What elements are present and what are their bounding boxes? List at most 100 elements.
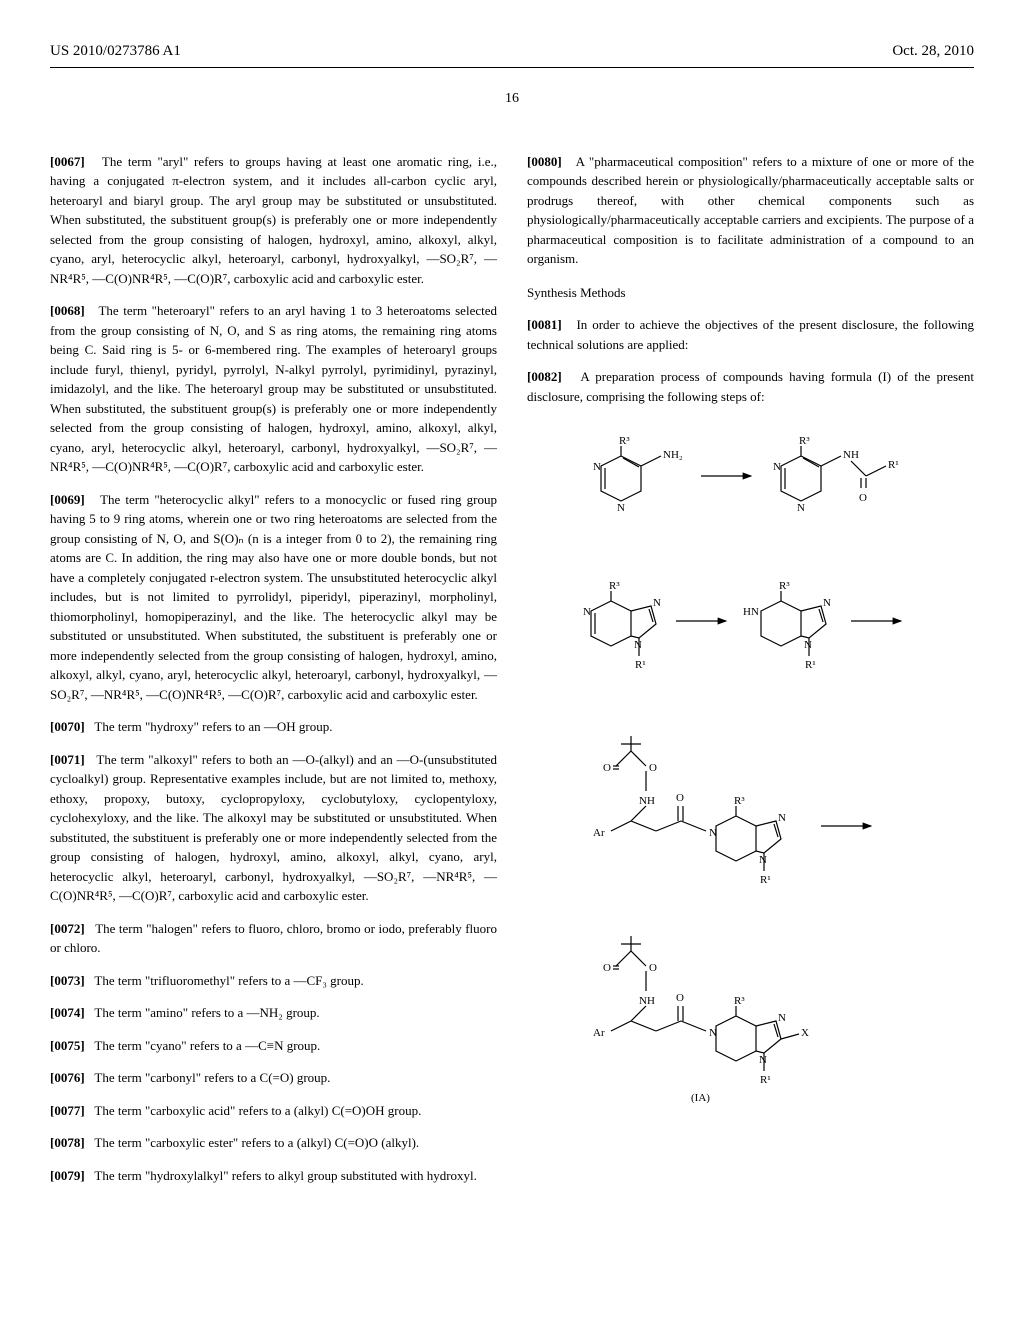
content-columns: [0067] The term "aryl" refers to groups … [50,139,974,1190]
paragraph-0077: [0077] The term "carboxylic acid" refers… [50,1101,497,1121]
para-text: The term "hydroxylalkyl" refers to alkyl… [94,1168,477,1183]
n-label: N [773,461,781,473]
r1-label: R¹ [888,459,899,471]
r1-label: R¹ [760,874,771,886]
nh-label: NH [639,795,655,807]
para-num: [0079] [50,1168,85,1183]
paragraph-0068: [0068] The term "heteroaryl" refers to a… [50,301,497,477]
o-label: O [649,962,657,974]
para-num: [0076] [50,1070,85,1085]
r3-label: R³ [734,995,745,1007]
para-text: The term "aryl" refers to groups having … [50,154,497,286]
ar-label: Ar [593,827,605,839]
chemical-scheme-1: R³ N N NH₂ R³ N N NH O R¹ [561,426,941,546]
paragraph-0076: [0076] The term "carbonyl" refers to a C… [50,1068,497,1088]
r3-label: R³ [779,580,790,592]
r3-label: R³ [609,580,620,592]
para-num: [0067] [50,154,85,169]
o-label: O [676,792,684,804]
para-text: The term "hydroxy" refers to an —OH grou… [94,719,332,734]
para-num: [0074] [50,1005,85,1020]
paragraph-0070: [0070] The term "hydroxy" refers to an —… [50,717,497,737]
page-number: 16 [50,88,974,109]
para-text: A preparation process of compounds havin… [527,369,974,404]
paragraph-0081: [0081] In order to achieve the objective… [527,315,974,354]
nh-label: NH [639,995,655,1007]
n-label: N [778,1012,786,1024]
formula-label: (IA) [691,1092,710,1104]
para-num: [0072] [50,921,85,936]
hn-label: HN [743,606,759,618]
n-label: N [823,597,831,609]
synthesis-heading: Synthesis Methods [527,283,974,303]
para-text: The term "cyano" refers to a —C≡N group. [94,1038,320,1053]
o-label: O [603,762,611,774]
para-num: [0073] [50,973,85,988]
right-column: [0080] A "pharmaceutical composition" re… [527,139,974,1190]
paragraph-0072: [0072] The term "halogen" refers to fluo… [50,919,497,958]
ar-label: Ar [593,1027,605,1039]
para-num: [0075] [50,1038,85,1053]
para-num: [0078] [50,1135,85,1150]
o-label: O [603,962,611,974]
para-num: [0081] [527,317,562,332]
paragraph-0071: [0071] The term "alkoxyl" refers to both… [50,750,497,906]
chemical-scheme-4: O O NH Ar O N R³ X N [561,916,941,1106]
paragraph-0069: [0069] The term "heterocyclic alkyl" ref… [50,490,497,705]
r1-label: R¹ [805,659,816,671]
chemical-scheme-2: R³ N N N R¹ R³ HN N N R¹ [561,566,941,696]
n-label: N [634,639,642,651]
n-label: N [653,597,661,609]
left-column: [0067] The term "aryl" refers to groups … [50,139,497,1190]
paragraph-0079: [0079] The term "hydroxylalkyl" refers t… [50,1166,497,1186]
paragraph-0080: [0080] A "pharmaceutical composition" re… [527,152,974,269]
o-label: O [859,492,867,504]
n-label: N [759,854,767,866]
para-text: The term "halogen" refers to fluoro, chl… [50,921,497,956]
para-text: In order to achieve the objectives of th… [527,317,974,352]
para-text: The term "alkoxyl" refers to both an —O-… [50,752,497,904]
n-label: N [804,639,812,651]
para-text: A "pharmaceutical composition" refers to… [527,154,974,267]
r3-label: R³ [619,435,630,447]
r3-label: R³ [734,795,745,807]
patent-date: Oct. 28, 2010 [892,40,974,63]
x-label: X [801,1027,809,1039]
paragraph-0073: [0073] The term "trifluoromethyl" refers… [50,971,497,991]
n-label: N [759,1054,767,1066]
para-text: The term "carbonyl" refers to a C(=O) gr… [94,1070,330,1085]
n-label: N [797,502,805,514]
para-num: [0070] [50,719,85,734]
para-text: The term "trifluoromethyl" refers to a —… [94,973,363,988]
para-num: [0077] [50,1103,85,1118]
n-label: N [617,502,625,514]
para-num: [0068] [50,303,85,318]
para-text: The term "heterocyclic alkyl" refers to … [50,492,497,702]
o-label: O [649,762,657,774]
r1-label: R¹ [760,1074,771,1086]
para-text: The term "carboxylic acid" refers to a (… [94,1103,421,1118]
r1-label: R¹ [635,659,646,671]
para-num: [0071] [50,752,85,767]
o-label: O [676,992,684,1004]
page-header: US 2010/0273786 A1 Oct. 28, 2010 [50,40,974,68]
n-label: N [593,461,601,473]
r3-label: R³ [799,435,810,447]
para-text: The term "carboxylic ester" refers to a … [94,1135,419,1150]
para-num: [0069] [50,492,85,507]
para-text: The term "heteroaryl" refers to an aryl … [50,303,497,474]
chemical-scheme-3: O O NH Ar O N R³ [561,716,941,896]
paragraph-0067: [0067] The term "aryl" refers to groups … [50,152,497,289]
para-text: The term "amino" refers to a —NH₂ group. [94,1005,319,1020]
nh2-label: NH₂ [663,449,683,461]
nh-label: NH [843,449,859,461]
para-num: [0080] [527,154,562,169]
paragraph-0075: [0075] The term "cyano" refers to a —C≡N… [50,1036,497,1056]
paragraph-0078: [0078] The term "carboxylic ester" refer… [50,1133,497,1153]
patent-id: US 2010/0273786 A1 [50,40,181,63]
n-label: N [583,606,591,618]
paragraph-0082: [0082] A preparation process of compound… [527,367,974,406]
paragraph-0074: [0074] The term "amino" refers to a —NH₂… [50,1003,497,1023]
n-label: N [778,812,786,824]
para-num: [0082] [527,369,562,384]
